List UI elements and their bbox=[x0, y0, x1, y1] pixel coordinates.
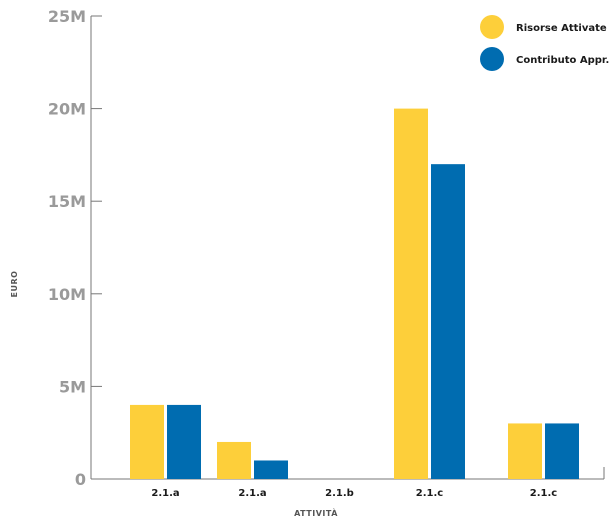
y-axis-title: EURO bbox=[10, 271, 19, 298]
x-category-labels: 2.1.a 2.1.a 2.1.b 2.1.c 2.1.c bbox=[151, 488, 557, 499]
bar-series-0-cat-3 bbox=[394, 108, 428, 479]
x-axis-title: ATTIVITÀ bbox=[294, 507, 338, 518]
bar-series-1-cat-3 bbox=[431, 164, 465, 479]
x-category-label: 2.1.c bbox=[416, 488, 444, 499]
bar-series-0-cat-0 bbox=[130, 404, 164, 479]
bar-series-0-cat-4 bbox=[508, 423, 542, 479]
x-category-label: 2.1.b bbox=[325, 488, 354, 499]
y-tick-label: 5M bbox=[59, 377, 86, 396]
legend-swatch-series-0 bbox=[480, 15, 504, 39]
legend-swatch-series-1 bbox=[480, 47, 504, 71]
y-ticks: 0 5M 10M 15M 20M 25M bbox=[48, 7, 102, 489]
bar-series-1-cat-1 bbox=[254, 460, 288, 479]
bar-series-1-cat-0 bbox=[167, 404, 201, 479]
x-category-label: 2.1.a bbox=[151, 488, 179, 499]
legend-label-series-0: Risorse Attivate bbox=[516, 23, 607, 34]
legend-label-series-1: Contributo Appr. bbox=[516, 55, 609, 66]
bar-series-0-cat-1 bbox=[217, 441, 251, 479]
y-tick-label: 0 bbox=[75, 470, 86, 489]
x-category-label: 2.1.a bbox=[238, 488, 266, 499]
bars bbox=[130, 108, 579, 479]
legend: Risorse Attivate Contributo Appr. bbox=[480, 15, 609, 71]
y-tick-label: 10M bbox=[48, 285, 86, 304]
y-tick-label: 15M bbox=[48, 192, 86, 211]
x-category-label: 2.1.c bbox=[530, 488, 558, 499]
y-tick-label: 20M bbox=[48, 100, 86, 119]
bar-series-1-cat-4 bbox=[545, 423, 579, 479]
y-tick-label: 25M bbox=[48, 7, 86, 26]
